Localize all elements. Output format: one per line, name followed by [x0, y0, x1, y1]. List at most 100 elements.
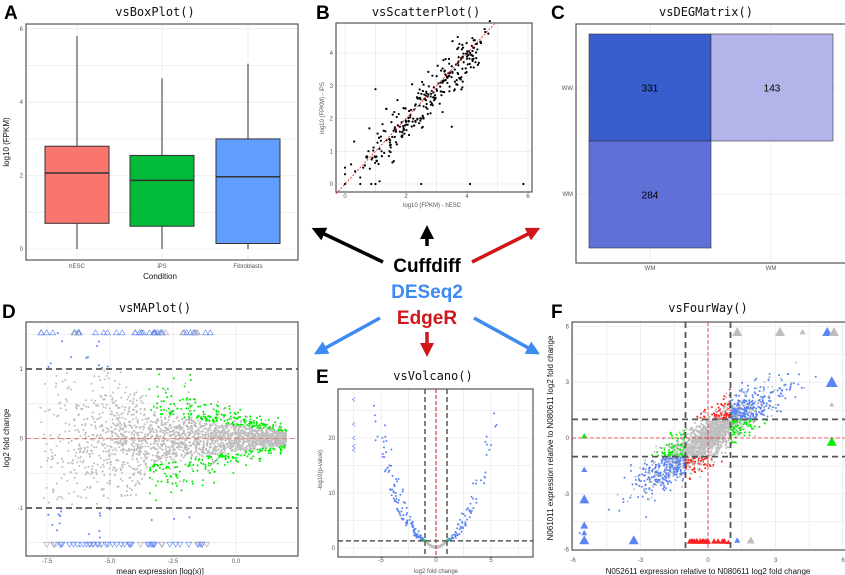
- ma-point: [218, 454, 221, 457]
- ma-point: [134, 431, 137, 434]
- ma-point: [122, 411, 125, 414]
- scatter-point: [393, 126, 397, 129]
- scatter-point: [407, 133, 411, 137]
- ma-point: [279, 452, 282, 455]
- ma-point: [227, 456, 230, 459]
- ma-point: [60, 510, 63, 513]
- fourway-point: [656, 478, 659, 481]
- ma-point: [93, 375, 96, 378]
- ma-point: [159, 435, 162, 438]
- scatter-point: [350, 163, 353, 166]
- ma-point: [223, 435, 226, 438]
- ma-point: [66, 400, 69, 403]
- ma-outlier-triangle: [157, 329, 165, 336]
- ma-point: [163, 472, 166, 475]
- panel-d: D vsMAPlot() -101-7.5 -5.0 -2.5 0.0 mean ex…: [2, 301, 299, 575]
- volcano-point: [456, 534, 459, 537]
- volcano-point: [406, 511, 409, 514]
- ma-point: [234, 441, 237, 444]
- ma-point: [212, 408, 215, 411]
- scatter-point: [424, 106, 428, 109]
- x-tick-label: 2: [404, 194, 408, 200]
- ma-point: [223, 419, 226, 422]
- fourway-point: [694, 434, 697, 437]
- ma-point: [159, 443, 162, 446]
- ma-point: [208, 455, 211, 458]
- fourway-point: [633, 488, 636, 491]
- ma-point: [156, 402, 159, 405]
- fourway-point: [660, 447, 663, 450]
- ma-point: [135, 391, 138, 394]
- ma-point: [185, 418, 188, 421]
- ma-point: [164, 418, 167, 421]
- ma-point: [125, 430, 128, 433]
- ma-point: [176, 476, 179, 479]
- volcano-point: [399, 514, 402, 517]
- ma-point: [132, 397, 135, 400]
- ma-point: [45, 443, 48, 446]
- scatter-point: [368, 127, 371, 130]
- ma-point: [269, 447, 272, 450]
- ma-point: [231, 421, 234, 424]
- ma-point: [242, 443, 245, 446]
- fourway-point: [771, 385, 774, 388]
- ma-point: [150, 408, 153, 411]
- ma-point: [169, 403, 172, 406]
- volcano-point: [374, 439, 377, 442]
- ma-point: [151, 478, 154, 481]
- ma-point: [87, 465, 90, 468]
- ma-point: [121, 480, 124, 483]
- ma-point: [121, 405, 124, 408]
- ma-point: [44, 450, 47, 453]
- ma-point: [118, 421, 121, 424]
- ma-point: [132, 433, 135, 436]
- ma-point: [178, 423, 181, 426]
- ma-point: [131, 418, 134, 421]
- ma-point: [100, 396, 103, 399]
- ma-point: [198, 436, 201, 439]
- ma-point: [47, 409, 50, 412]
- fourway-point: [607, 508, 610, 511]
- scatter-point: [436, 64, 439, 67]
- scatter-point: [367, 150, 370, 153]
- fourway-point: [750, 412, 753, 415]
- ma-point: [116, 422, 119, 425]
- ma-point: [64, 379, 67, 382]
- fourway-point: [727, 439, 730, 442]
- ma-point: [200, 451, 203, 454]
- fourway-point: [644, 468, 647, 471]
- ma-point: [147, 416, 150, 419]
- x-tick-label: hESC: [69, 264, 85, 270]
- ma-point: [181, 398, 184, 401]
- ma-point: [198, 457, 201, 460]
- scatter-point: [362, 166, 365, 169]
- ma-point: [185, 480, 188, 483]
- ma-point: [66, 371, 69, 374]
- scatter-point: [451, 40, 454, 43]
- ma-point: [204, 416, 207, 419]
- ma-point: [133, 394, 136, 397]
- fourway-point: [664, 471, 667, 474]
- ma-point: [284, 443, 287, 446]
- fourway-point: [726, 409, 729, 412]
- fourway-point: [663, 470, 666, 473]
- volcano-outlier-marker: [351, 397, 356, 402]
- ma-point: [252, 419, 255, 422]
- ma-point: [93, 462, 96, 465]
- fourway-point: [669, 431, 672, 434]
- fourway-point: [714, 410, 717, 413]
- ma-point: [210, 456, 213, 459]
- ma-point: [258, 441, 261, 444]
- ma-point: [252, 439, 255, 442]
- volcano-point: [459, 525, 462, 528]
- ma-point: [62, 438, 65, 441]
- ma-point: [84, 422, 87, 425]
- ma-point: [212, 442, 215, 445]
- ma-point: [143, 413, 146, 416]
- ma-point: [223, 448, 226, 451]
- ma-point: [221, 451, 224, 454]
- ma-point: [234, 447, 237, 450]
- ma-point: [162, 400, 165, 403]
- ma-point: [201, 458, 204, 461]
- scatter-point: [380, 155, 383, 158]
